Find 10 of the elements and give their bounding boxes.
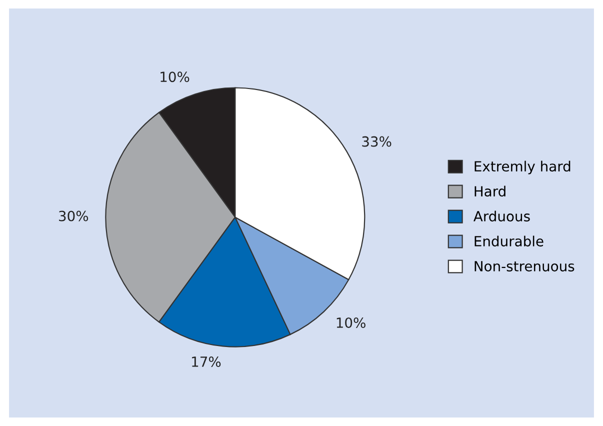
legend-label: Extremly hard [474, 160, 570, 174]
data-label: 10% [336, 317, 366, 328]
legend-label: Non-strenuous [474, 261, 574, 272]
data-label: 33% [362, 136, 392, 147]
legend-label: Arduous [474, 210, 530, 222]
data-label: 10% [160, 72, 190, 82]
data-label: 17% [192, 356, 221, 367]
data-label: 30% [59, 210, 88, 222]
legend-label: Hard [474, 186, 506, 197]
legend-label: Endurable [474, 236, 544, 246]
